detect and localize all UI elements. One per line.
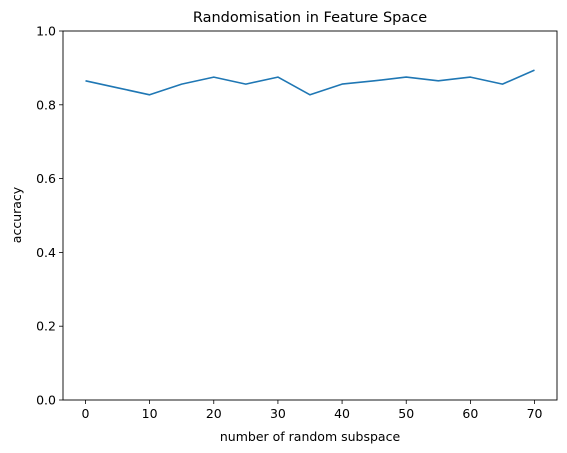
y-tick-label: 0.8 xyxy=(36,97,56,112)
series-line xyxy=(85,69,535,96)
chart-title: Randomisation in Feature Space xyxy=(193,10,427,26)
x-tick-label: 40 xyxy=(334,406,350,421)
x-axis-label: number of random subspace xyxy=(220,429,401,444)
x-tick-label: 50 xyxy=(398,406,414,421)
x-tick-label: 30 xyxy=(270,406,286,421)
y-tick-label: 0.6 xyxy=(36,171,56,186)
y-axis-ticks: 0.0 0.2 0.4 0.6 0.8 1.0 xyxy=(36,24,63,408)
y-tick-label: 0.2 xyxy=(36,319,56,334)
y-tick-label: 1.0 xyxy=(36,24,56,39)
x-tick-label: 20 xyxy=(206,406,222,421)
x-tick-label: 60 xyxy=(462,406,478,421)
axes-frame xyxy=(62,30,558,401)
x-tick-label: 70 xyxy=(527,406,543,421)
x-axis-ticks: 0 10 20 30 40 50 60 70 xyxy=(81,400,543,421)
x-tick-label: 10 xyxy=(142,406,158,421)
x-tick-label: 0 xyxy=(81,406,89,421)
y-tick-label: 0.4 xyxy=(36,245,56,260)
y-tick-label: 0.0 xyxy=(36,393,56,408)
y-axis-label: accuracy xyxy=(9,186,24,243)
plot-area xyxy=(62,30,558,401)
series-layer xyxy=(85,69,535,96)
